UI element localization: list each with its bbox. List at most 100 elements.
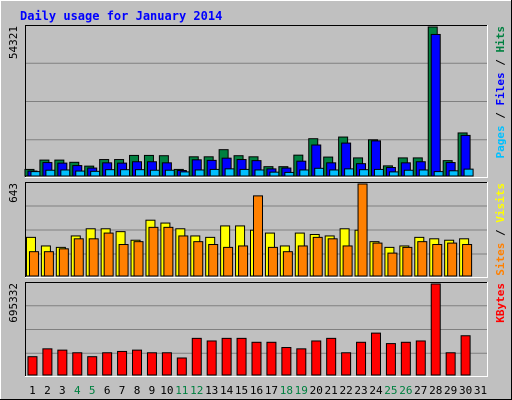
- bar-kbytes-day-21: [326, 337, 337, 376]
- bar-sites-day-15: [238, 245, 249, 277]
- bar-kbytes-day-16: [251, 341, 262, 376]
- bar-kbytes-day-2: [42, 348, 53, 376]
- day-label-28: 28: [429, 384, 442, 397]
- bar-pages-day-22: [344, 168, 355, 177]
- bar-sites-day-12: [193, 241, 204, 277]
- bar-kbytes-day-29: [445, 352, 456, 376]
- bar-pages-day-12: [194, 169, 205, 177]
- day-label-22: 22: [339, 384, 352, 397]
- bar-pages-day-2: [45, 169, 56, 177]
- axis-legend-part: /: [494, 223, 507, 243]
- bar-pages-day-4: [75, 170, 86, 177]
- bar-sites-day-21: [327, 238, 338, 277]
- axis-max-label: 54321: [7, 26, 20, 59]
- day-label-5: 5: [89, 384, 96, 397]
- day-label-31: 31: [474, 384, 487, 397]
- axis-legend-part: /: [494, 53, 507, 73]
- chart-title: Daily usage for January 2014: [20, 9, 222, 23]
- bar-pages-day-24: [373, 168, 384, 177]
- day-label-29: 29: [444, 384, 457, 397]
- bar-sites-day-8: [133, 241, 144, 277]
- axis-legend: Pages / Files / Hits: [494, 26, 507, 159]
- day-label-26: 26: [399, 384, 412, 397]
- axis-legend-part: Files: [494, 72, 507, 105]
- bar-sites-day-23: [357, 183, 368, 277]
- axis-legend: Sites / Visits: [494, 183, 507, 276]
- day-label-9: 9: [149, 384, 156, 397]
- bar-sites-day-29: [447, 242, 458, 277]
- day-label-13: 13: [205, 384, 218, 397]
- bar-sites-day-20: [312, 236, 323, 277]
- bar-kbytes-day-23: [356, 341, 367, 376]
- bar-pages-day-15: [239, 168, 250, 177]
- bar-kbytes-day-4: [72, 352, 83, 376]
- bar-pages-day-20: [314, 167, 325, 177]
- day-label-10: 10: [160, 384, 173, 397]
- bar-sites-day-1: [28, 251, 39, 277]
- bar-sites-day-14: [223, 246, 234, 277]
- day-label-20: 20: [310, 384, 323, 397]
- bar-kbytes-day-22: [341, 352, 352, 376]
- bar-kbytes-day-14: [221, 337, 232, 376]
- panel-visits: 643 Sites / Visits: [7, 182, 507, 278]
- bar-pages-day-6: [105, 169, 116, 177]
- bar-sites-day-5: [88, 238, 99, 277]
- bar-pages-day-13: [209, 168, 220, 177]
- bar-kbytes-day-27: [415, 340, 426, 376]
- bar-sites-day-9: [148, 226, 159, 277]
- bar-pages-day-7: [120, 169, 131, 177]
- day-label-18: 18: [280, 384, 293, 397]
- panel-kbytes: 695332 KBytes: [7, 282, 507, 377]
- bar-pages-day-5: [90, 170, 101, 177]
- bar-pages-day-21: [329, 169, 340, 177]
- bar-kbytes-day-26: [400, 341, 411, 376]
- day-label-16: 16: [250, 384, 263, 397]
- axis-legend-part: Pages: [494, 125, 507, 158]
- bar-kbytes-day-30: [460, 335, 471, 376]
- day-label-17: 17: [265, 384, 278, 397]
- bar-kbytes-day-3: [57, 349, 68, 376]
- bar-kbytes-day-7: [117, 350, 128, 376]
- day-label-4: 4: [74, 384, 81, 397]
- bar-sites-day-18: [282, 251, 293, 277]
- bar-kbytes-day-18: [281, 347, 292, 376]
- axis-legend-part: Sites: [494, 243, 507, 276]
- bar-kbytes-day-1: [27, 356, 38, 376]
- bar-sites-day-3: [58, 248, 69, 277]
- bar-sites-day-16: [253, 195, 263, 277]
- bar-pages-day-25: [388, 171, 399, 177]
- bar-pages-day-3: [60, 169, 71, 177]
- bar-kbytes-day-11: [176, 357, 187, 376]
- day-label-23: 23: [354, 384, 367, 397]
- bar-pages-day-23: [359, 169, 370, 177]
- bar-pages-day-28: [433, 171, 444, 177]
- bar-sites-day-7: [118, 244, 129, 277]
- bar-pages-day-30: [463, 168, 474, 177]
- axis-max-label: 643: [7, 183, 20, 203]
- bar-kbytes-day-9: [146, 352, 157, 376]
- bar-sites-day-27: [417, 241, 428, 277]
- bar-kbytes-day-12: [191, 337, 202, 376]
- bar-sites-day-2: [43, 251, 54, 277]
- bar-sites-day-24: [372, 242, 383, 277]
- bar-sites-day-26: [402, 246, 413, 277]
- bar-sites-day-10: [163, 226, 174, 277]
- day-label-7: 7: [119, 384, 126, 397]
- bar-pages-day-19: [299, 169, 310, 177]
- day-label-12: 12: [190, 384, 203, 397]
- bar-sites-day-11: [178, 235, 189, 277]
- bar-kbytes-day-10: [161, 352, 172, 376]
- bar-pages-day-17: [269, 171, 280, 177]
- bar-pages-day-11: [179, 171, 190, 177]
- day-label-25: 25: [384, 384, 397, 397]
- axis-legend-part: /: [494, 106, 507, 126]
- day-label-15: 15: [235, 384, 248, 397]
- bar-pages-day-29: [448, 170, 459, 177]
- axis-legend-part: Hits: [494, 26, 507, 53]
- bar-sites-day-25: [387, 252, 398, 277]
- day-label-2: 2: [44, 384, 51, 397]
- bar-pages-day-1: [30, 171, 41, 177]
- bar-kbytes-day-5: [87, 356, 98, 376]
- axis-legend-part: KBytes: [494, 283, 507, 323]
